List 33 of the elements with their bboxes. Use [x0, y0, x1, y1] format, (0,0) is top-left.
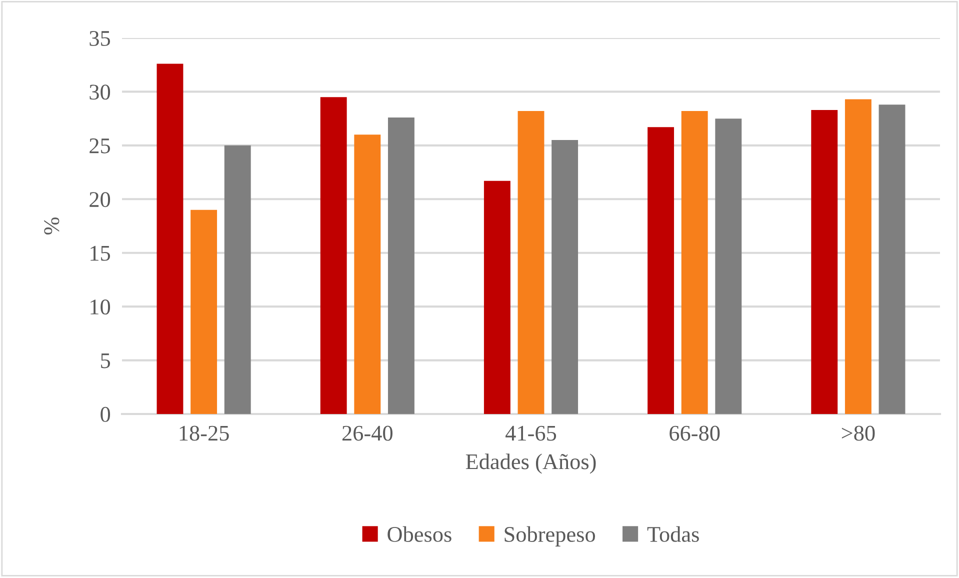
y-tick-label: 0: [100, 406, 110, 422]
bar: [878, 104, 906, 414]
bar: [681, 111, 708, 414]
x-tick-label: 41-65: [506, 426, 556, 441]
y-tick-label: 25: [90, 138, 110, 154]
x-axis-title: Edades (Años): [466, 454, 596, 474]
bar: [648, 127, 674, 414]
y-tick-label: 5: [101, 353, 110, 368]
y-tick-label: 15: [90, 246, 110, 261]
bar: [715, 118, 742, 414]
y-tick-label: 20: [90, 192, 110, 208]
x-tick-label: >80: [842, 426, 875, 441]
y-tick-label: 30: [90, 84, 110, 100]
bar: [484, 180, 510, 414]
bar: [354, 134, 381, 414]
legend-label: Todas: [647, 526, 699, 542]
x-tick-label: 18-25: [180, 426, 229, 441]
bar: [844, 99, 872, 414]
x-tick-label: 26-40: [342, 426, 392, 441]
bar: [156, 64, 184, 414]
legend-label: Sobrepeso: [504, 526, 596, 546]
bar: [811, 110, 838, 414]
bar: [224, 145, 251, 414]
y-tick-label: 35: [90, 30, 110, 46]
y-tick-label: 10: [90, 300, 110, 314]
bar: [388, 117, 414, 414]
y-axis-title: %: [44, 218, 60, 234]
bar: [518, 111, 544, 414]
bar: [320, 97, 347, 414]
x-tick-label: 66-80: [670, 426, 720, 441]
bar: [190, 210, 218, 414]
bar: [552, 140, 578, 414]
legend-label: Obesos: [388, 526, 452, 542]
